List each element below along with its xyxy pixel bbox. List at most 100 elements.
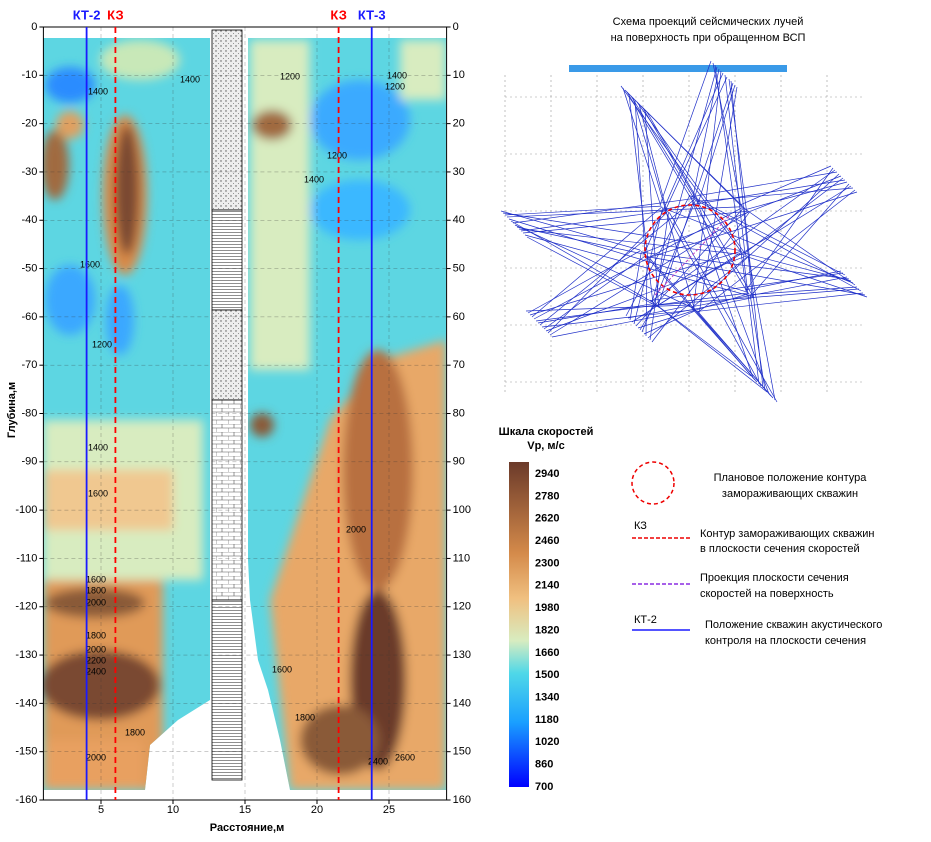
contour-label: 1200 [385,81,405,91]
y-tick-label: -160 [15,794,37,806]
ray [510,220,654,304]
ray [643,309,697,335]
contour-label: 1200 [280,71,300,81]
contour-label: 1800 [125,727,145,737]
contour-label: 1400 [88,86,108,96]
colorbar-tick-label: 860 [535,759,553,771]
ray [745,181,848,210]
y-tick-label: -150 [15,746,37,758]
ray [751,183,850,296]
ray [508,218,748,293]
contour-label: 2000 [346,524,366,534]
section-projection [654,214,731,296]
y-tick-label: -130 [15,649,37,661]
y-tick-label: -90 [21,456,37,468]
ray [697,292,864,312]
colorbar-tick-label: 1820 [535,624,559,636]
ray [742,252,760,385]
y-axis-label: Глубина,м [6,382,18,438]
colorbar-tick-label: 2940 [535,468,559,480]
ray [644,109,659,307]
y2-tick-label: 120 [453,601,471,613]
y2-tick-label: 130 [453,649,471,661]
ray [692,171,838,198]
colorbar-tick-label: 2460 [535,535,559,547]
colorbar-tick-label: 2300 [535,557,559,569]
ray [545,255,748,332]
ray [526,236,660,308]
ray-scheme [500,60,868,403]
borehole-label: КЗ [107,7,124,22]
y2-tick-label: 160 [453,794,471,806]
ray [641,199,697,333]
ray [626,91,748,292]
colorbar-tick-label: 1980 [535,602,559,614]
ray [620,85,741,251]
y-tick-label: -100 [15,504,37,516]
ray [535,292,749,322]
contour-label: 1200 [92,339,112,349]
ray [531,206,663,318]
ray [527,250,641,314]
y2-tick-label: 70 [453,359,465,371]
y2-tick-label: 40 [453,214,465,226]
ray [693,70,722,308]
y2-tick-label: 60 [453,311,465,323]
ray [696,200,770,395]
ray [744,177,844,254]
ray [659,60,712,206]
ray [649,191,858,258]
ray [663,207,762,387]
ray [743,252,852,282]
legend-text: Контур замораживающих скважин [700,528,874,540]
ray [749,257,868,298]
ray [656,288,860,306]
legend-text: замораживающих скважин [722,488,858,500]
ray [698,84,736,202]
y-tick-label: -70 [21,359,37,371]
y-tick-label: -30 [21,166,37,178]
ray [648,256,866,296]
ray [629,251,642,321]
legend-label: КТ-2 [634,614,657,626]
contour-label: 2000 [86,597,106,607]
ray [543,254,647,330]
y-tick-label: -60 [21,311,37,323]
x-axis-label: Расстояние,м [210,822,285,834]
ray [691,195,846,276]
colorbar-tick-label: 2140 [535,580,559,592]
plot-frame [42,26,448,801]
contour-label: 1200 [327,150,347,160]
colorbar-tick-label: 1180 [535,714,559,726]
ray [748,256,776,401]
ray [622,87,662,206]
y-tick-label: 0 [31,21,37,33]
legend-label: КЗ [634,520,647,532]
ray [712,62,742,206]
ray [634,99,646,255]
y2-tick-label: 20 [453,118,465,130]
contour-label: 2000 [86,752,106,762]
colorbar-tick-label: 1020 [535,736,559,748]
y-tick-label: -20 [21,118,37,130]
ray [637,293,750,329]
y2-tick-label: 30 [453,166,465,178]
y2-tick-label: 140 [453,697,471,709]
legend-text: скоростей на поверхность [700,588,834,600]
field-left [43,38,210,790]
y2-tick-label: 90 [453,456,465,468]
legend-text: контроля на плоскости сечения [705,635,866,647]
colorbar-tick-label: 1500 [535,669,559,681]
contour-label: 1400 [88,442,108,452]
legend-text: Проекция плоскости сечения [700,572,849,584]
ray [636,101,746,255]
ray [724,74,746,255]
contour-label: 2000 [86,644,106,654]
ray [640,105,748,211]
y-tick-label: -110 [16,552,37,564]
y2-tick-label: 150 [453,746,471,758]
contour-labels: 1400 1400 1200 1600 1400 1200 1200 1200 … [80,70,415,766]
ray [657,82,734,307]
ray [664,208,854,284]
